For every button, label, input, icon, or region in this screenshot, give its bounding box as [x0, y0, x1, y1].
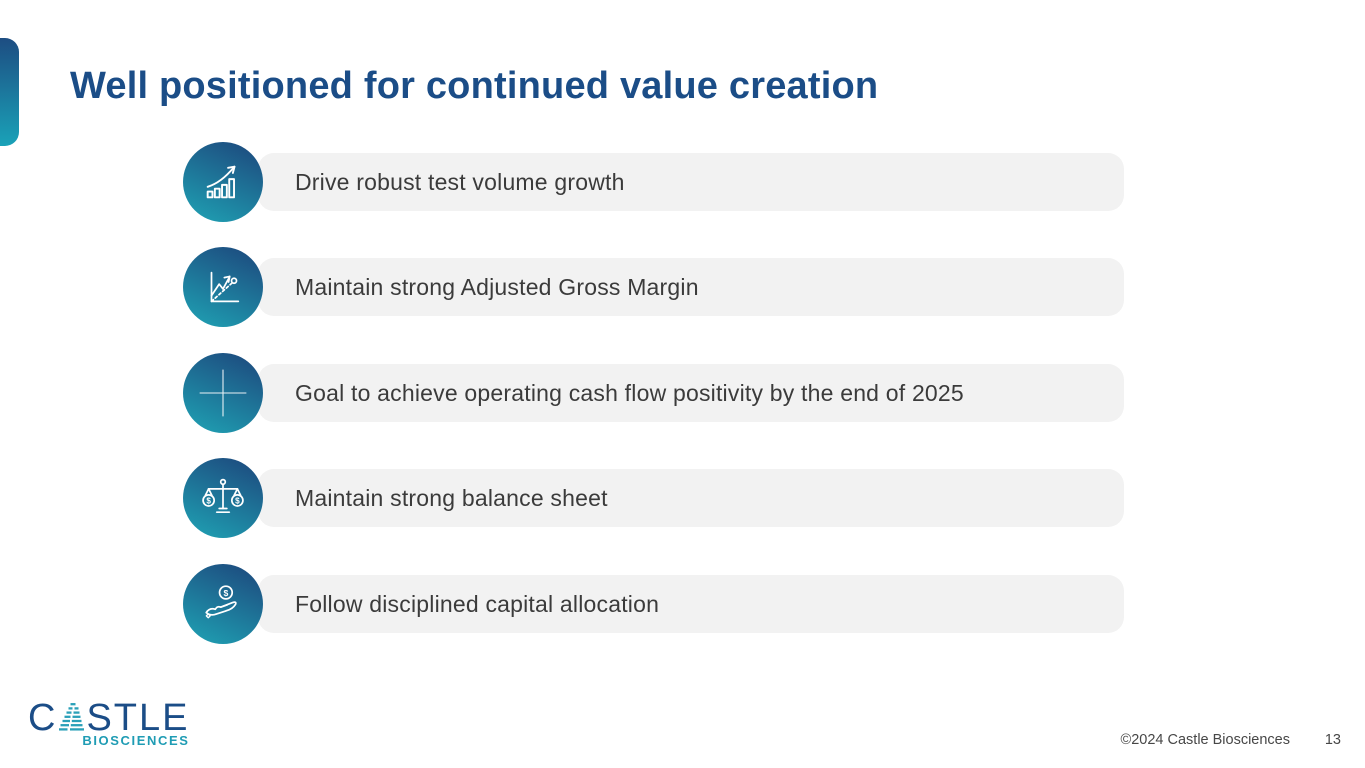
- growth-bar-chart-icon: [183, 142, 263, 222]
- trend-line-chart-icon: [183, 247, 263, 327]
- item-label: Maintain strong balance sheet: [295, 484, 608, 511]
- item-label: Goal to achieve operating cash flow posi…: [295, 379, 964, 406]
- hand-coin-icon: $: [183, 564, 263, 644]
- logo-letter-c: C: [28, 697, 58, 739]
- item-label: Follow disciplined capital allocation: [295, 590, 660, 617]
- logo-subtitle: BIOSCIENCES: [82, 733, 190, 748]
- item-pill: Maintain strong balance sheet: [258, 469, 1124, 527]
- copyright-text: ©2024 Castle Biosciences: [1120, 732, 1290, 748]
- list-item: Maintain strong balance sheet $ $: [0, 458, 1365, 538]
- castle-biosciences-logo: C STLE BIOSCIENCES: [28, 699, 190, 748]
- item-pill: Maintain strong Adjusted Gross Margin: [258, 258, 1124, 316]
- item-pill: Drive robust test volume growth: [258, 153, 1124, 211]
- list-item: Drive robust test volume growth: [0, 142, 1365, 222]
- svg-text:$: $: [223, 588, 228, 598]
- slide-title: Well positioned for continued value crea…: [70, 65, 879, 107]
- item-label: Maintain strong Adjusted Gross Margin: [295, 273, 699, 300]
- plus-icon: [183, 353, 263, 433]
- svg-text:$: $: [235, 496, 240, 505]
- page-number: 13: [1324, 732, 1341, 748]
- list-item: Maintain strong Adjusted Gross Margin: [0, 247, 1365, 327]
- item-label: Drive robust test volume growth: [295, 168, 625, 195]
- logo-a-mark-icon: [58, 702, 85, 736]
- list-item: Follow disciplined capital allocation $: [0, 564, 1365, 644]
- item-pill: Goal to achieve operating cash flow posi…: [258, 364, 1124, 422]
- balance-scale-icon: $ $: [183, 458, 263, 538]
- list-item: Goal to achieve operating cash flow posi…: [0, 353, 1365, 433]
- left-accent-bar: [0, 38, 19, 146]
- item-pill: Follow disciplined capital allocation: [258, 575, 1124, 633]
- logo-letters-stle: STLE: [86, 697, 190, 739]
- logo-wordmark: C STLE: [28, 699, 190, 737]
- svg-text:$: $: [206, 496, 211, 505]
